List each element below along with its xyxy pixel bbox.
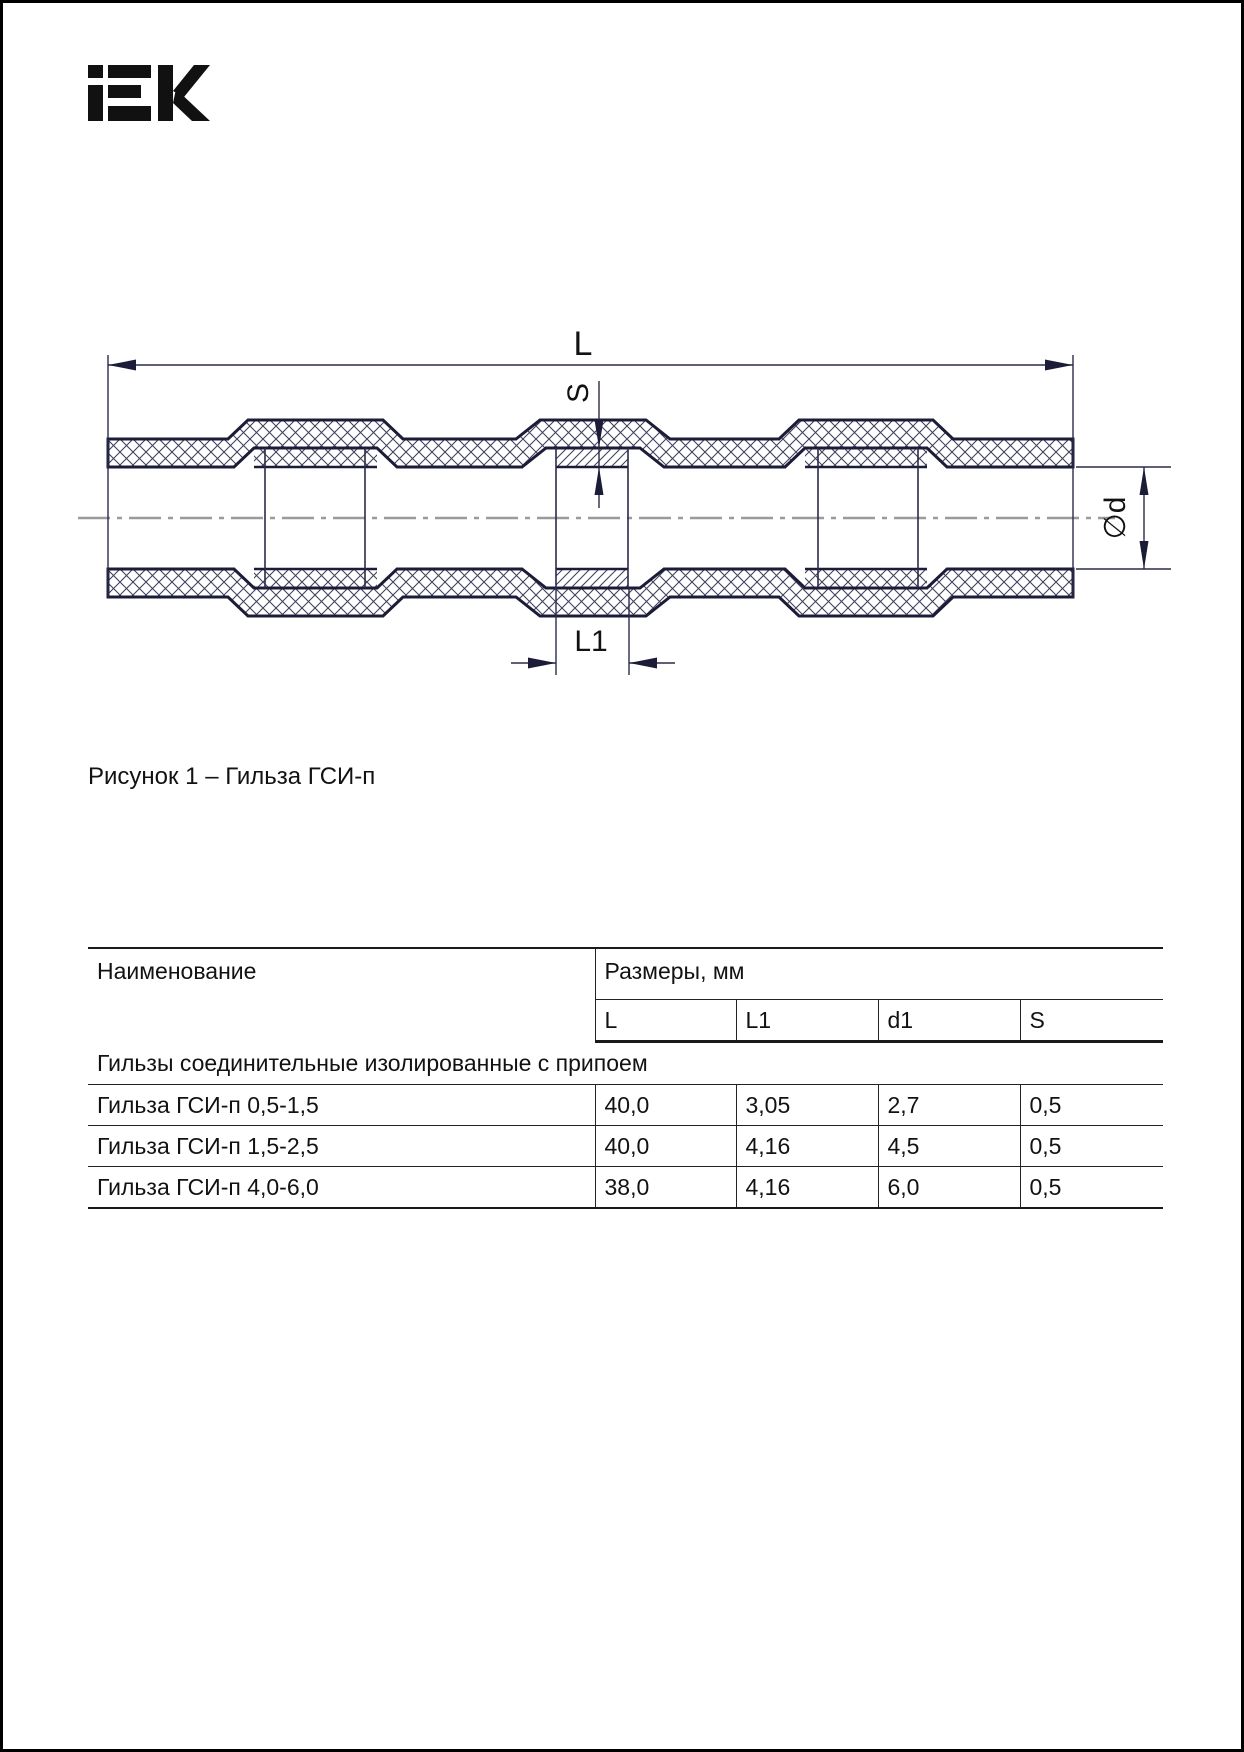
dimensions-table: Наименование Размеры, мм L L1 d1 S Гильз… <box>88 947 1163 1209</box>
table-row: Гильза ГСИ-п 1,5-2,5 40,0 4,16 4,5 0,5 <box>88 1125 1163 1167</box>
row-value-cell: 38,0 <box>594 1166 736 1209</box>
spec-table-body: Гильза ГСИ-п 0,5-1,5 40,0 3,05 2,7 0,5 Гильза… <box>88 1084 1163 1209</box>
table-row: Гильза ГСИ-п 4,0-6,0 38,0 4,16 6,0 0,5 <box>88 1166 1163 1209</box>
col-header-L: L <box>595 999 736 1043</box>
logo-i-dot <box>88 65 103 78</box>
row-value-cell: 6,0 <box>877 1166 1020 1209</box>
col-header-L1: L1 <box>735 999 878 1043</box>
sleeve-technical-drawing: L S ∅d L1 <box>78 325 1171 675</box>
arrow-d-up <box>1139 467 1149 495</box>
sleeve-edge-lines <box>264 448 919 588</box>
row-name-cell: Гильза ГСИ-п 1,5-2,5 <box>88 1125 595 1167</box>
row-value-cell: 4,16 <box>735 1166 878 1209</box>
logo-e-mid <box>108 85 141 98</box>
logo-k-upper-arm <box>173 65 210 97</box>
col-header-sizes-group: Размеры, мм <box>595 947 1163 1000</box>
col-header-name: Наименование <box>88 947 596 1042</box>
arrow-d-down <box>1139 541 1149 569</box>
arrow-L-left <box>108 359 136 371</box>
row-name-cell: Гильза ГСИ-п 0,5-1,5 <box>88 1084 595 1126</box>
row-value-cell: 40,0 <box>594 1084 736 1126</box>
arrow-L-right <box>1045 359 1073 371</box>
row-name-cell: Гильза ГСИ-п 4,0-6,0 <box>88 1166 595 1209</box>
row-value-cell: 40,0 <box>594 1125 736 1167</box>
logo-i-stem <box>88 85 103 121</box>
col-header-S: S <box>1019 999 1163 1043</box>
row-value-cell: 0,5 <box>1019 1125 1163 1167</box>
logo-k-stem <box>158 65 173 121</box>
col-header-d1: d1 <box>877 999 1020 1043</box>
logo-e-top <box>108 65 151 78</box>
row-value-cell: 2,7 <box>877 1084 1020 1126</box>
arrow-S-up <box>594 467 604 495</box>
row-value-cell: 4,5 <box>877 1125 1020 1167</box>
figure-caption: Рисунок 1 – Гильза ГСИ-п <box>88 763 376 790</box>
label-d: ∅d <box>1099 497 1132 540</box>
row-value-cell: 4,16 <box>735 1125 878 1167</box>
logo-e-bottom <box>108 106 151 121</box>
table-section-row: Гильзы соединительные изолированные с пр… <box>88 1041 1163 1085</box>
row-value-cell: 0,5 <box>1019 1084 1163 1126</box>
label-L1: L1 <box>574 625 607 658</box>
arrow-L1-right <box>629 657 657 669</box>
label-S: S <box>562 383 595 403</box>
dimension-L <box>107 355 1074 597</box>
sleeve-wall-strips <box>254 446 927 590</box>
label-L: L <box>574 325 593 363</box>
row-value-cell: 3,05 <box>735 1084 878 1126</box>
arrow-L1-left <box>528 657 556 669</box>
table-row: Гильза ГСИ-п 0,5-1,5 40,0 3,05 2,7 0,5 <box>88 1084 1163 1126</box>
row-value-cell: 0,5 <box>1019 1166 1163 1209</box>
arrow-S-down <box>594 420 604 448</box>
iek-logo <box>88 65 210 121</box>
logo-k-lower-arm <box>173 89 210 121</box>
